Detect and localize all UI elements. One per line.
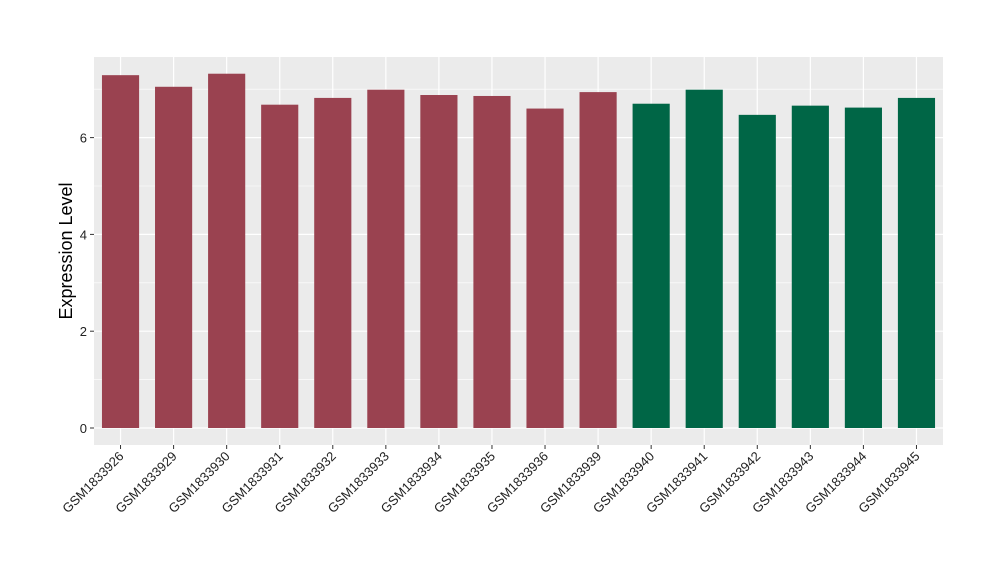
bar-GSM1833931 — [261, 104, 299, 429]
y-tick-label: 0 — [80, 421, 87, 436]
bar-GSM1833942 — [738, 114, 776, 429]
bar-GSM1833944 — [844, 107, 882, 428]
bar-GSM1833934 — [420, 95, 458, 429]
bar-GSM1833932 — [314, 97, 352, 429]
bar-GSM1833935 — [473, 95, 511, 428]
bar-GSM1833930 — [208, 73, 246, 428]
bar-GSM1833926 — [101, 75, 140, 428]
bar-GSM1833943 — [791, 105, 829, 428]
bar-GSM1833936 — [526, 108, 564, 428]
bar-GSM1833929 — [155, 86, 193, 428]
y-axis: 0 2 4 6 — [80, 131, 94, 436]
bar-GSM1833940 — [632, 103, 670, 428]
bar-GSM1833945 — [897, 97, 936, 429]
bar-GSM1833941 — [685, 89, 723, 429]
y-tick-label: 4 — [80, 227, 87, 242]
x-axis: GSM1833926GSM1833929GSM1833930GSM1833931… — [59, 445, 923, 516]
bar-GSM1833939 — [579, 92, 617, 428]
y-tick-label: 6 — [80, 131, 87, 146]
bars — [101, 73, 936, 429]
y-axis-label: Expression Level — [56, 182, 76, 319]
bar-GSM1833933 — [367, 89, 405, 429]
y-tick-label: 2 — [80, 324, 87, 339]
